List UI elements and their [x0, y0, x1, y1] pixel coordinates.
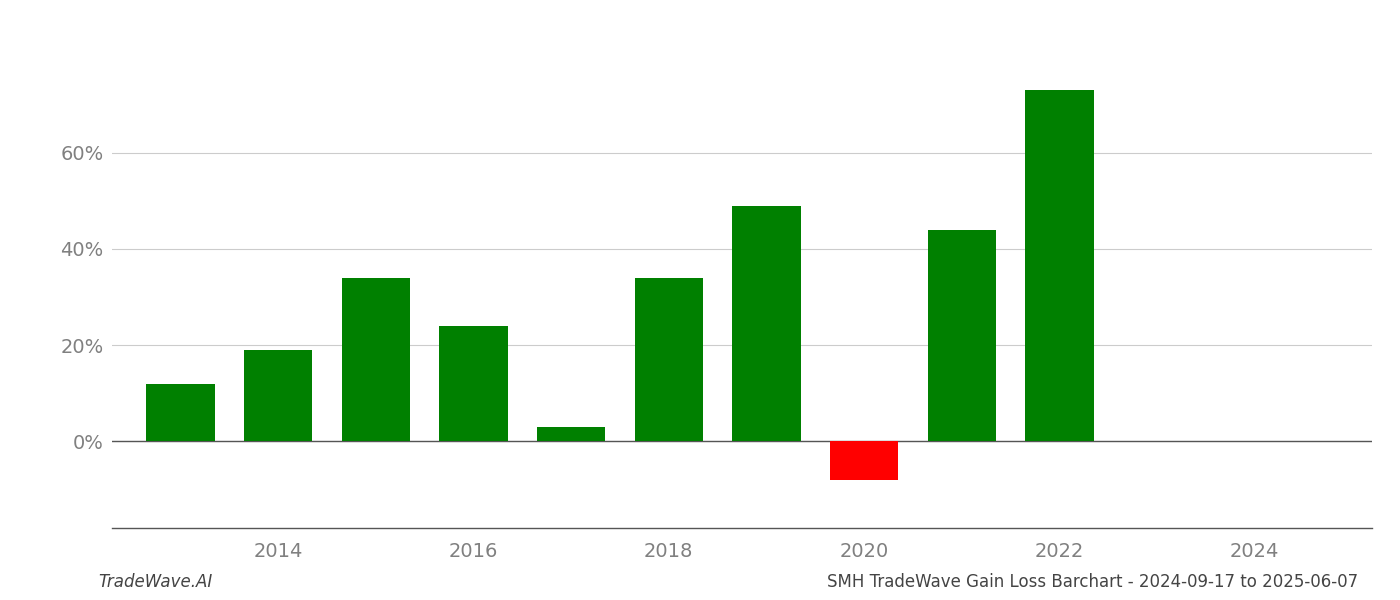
Text: TradeWave.AI: TradeWave.AI [98, 573, 213, 591]
Text: SMH TradeWave Gain Loss Barchart - 2024-09-17 to 2025-06-07: SMH TradeWave Gain Loss Barchart - 2024-… [827, 573, 1358, 591]
Bar [342, 278, 410, 442]
Bar [146, 383, 214, 442]
Bar [1025, 90, 1093, 442]
Bar [732, 206, 801, 442]
Bar [634, 278, 703, 442]
Bar [928, 230, 995, 442]
Bar [830, 442, 899, 480]
Bar [536, 427, 605, 442]
Bar [440, 326, 508, 442]
Bar [244, 350, 312, 442]
